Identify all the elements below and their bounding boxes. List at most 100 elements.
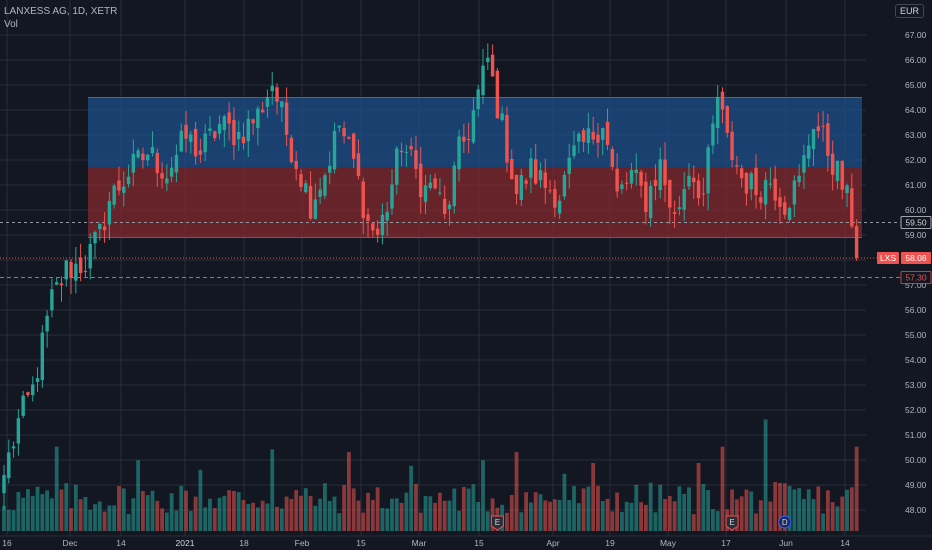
candle-body bbox=[830, 153, 835, 175]
candle-body bbox=[399, 150, 404, 153]
candles bbox=[2, 43, 859, 511]
volume-bar bbox=[639, 502, 643, 531]
volume-bar bbox=[476, 501, 481, 531]
volume-bar bbox=[88, 509, 93, 531]
x-tick-label: 14 bbox=[116, 538, 126, 548]
currency-button[interactable]: EUR bbox=[894, 4, 924, 18]
candle-body bbox=[529, 158, 533, 178]
volume-bar bbox=[682, 493, 687, 531]
volume-bar bbox=[78, 499, 83, 531]
candle-body bbox=[548, 190, 552, 192]
volume-bar bbox=[294, 490, 299, 531]
candle-body bbox=[625, 182, 629, 184]
volume-bar bbox=[466, 488, 471, 531]
volume-bar bbox=[529, 502, 533, 531]
last-price-label-text: 58.08 bbox=[905, 253, 927, 263]
candle-body bbox=[208, 128, 212, 131]
volume-bar bbox=[739, 496, 744, 531]
volume-bar bbox=[188, 510, 193, 531]
volume-bar bbox=[854, 446, 859, 531]
candle-body bbox=[141, 153, 145, 161]
x-tick-label: 15 bbox=[474, 538, 484, 548]
volume-bar bbox=[505, 512, 509, 531]
candle-body bbox=[701, 193, 706, 195]
candle-body bbox=[725, 106, 729, 133]
candle-body bbox=[294, 161, 298, 169]
candle-body bbox=[189, 134, 193, 142]
candle-body bbox=[59, 283, 64, 286]
volume-bar bbox=[136, 460, 141, 531]
volume-bar bbox=[318, 498, 323, 531]
volume-bar bbox=[653, 512, 658, 531]
candle-body bbox=[591, 131, 595, 140]
candle-body bbox=[88, 243, 92, 269]
volume-bar bbox=[308, 496, 313, 531]
candle-body bbox=[146, 154, 150, 161]
candle-body bbox=[64, 260, 68, 280]
candle-body bbox=[720, 91, 725, 110]
candle-body bbox=[11, 446, 16, 449]
candle-body bbox=[40, 332, 45, 381]
volume-bar bbox=[145, 495, 150, 531]
candle-body bbox=[7, 452, 11, 479]
candle-body bbox=[198, 150, 203, 155]
candle-body bbox=[50, 289, 54, 311]
volume-bar bbox=[792, 489, 797, 531]
volume-bar bbox=[313, 505, 318, 531]
candle-body bbox=[184, 124, 188, 139]
volume-bar bbox=[117, 486, 121, 531]
volume-bar bbox=[615, 492, 620, 531]
candle-body bbox=[165, 178, 169, 184]
candle-body bbox=[222, 116, 227, 131]
volume-bar bbox=[11, 510, 16, 531]
candle-body bbox=[347, 137, 351, 139]
candle-body bbox=[577, 133, 581, 142]
volume-bar bbox=[93, 504, 97, 531]
candle-body bbox=[486, 57, 490, 62]
candle-body bbox=[601, 127, 605, 140]
volume-bar bbox=[222, 495, 227, 531]
volume-bar bbox=[648, 482, 653, 531]
volume-bar bbox=[179, 485, 184, 531]
x-tick-label: 14 bbox=[840, 538, 850, 548]
volume-bar bbox=[763, 419, 768, 531]
candle-body bbox=[122, 186, 126, 193]
y-tick-label: 61.00 bbox=[905, 180, 927, 190]
volume-bar bbox=[835, 506, 840, 531]
volume-bar bbox=[538, 494, 543, 531]
candle-body bbox=[414, 150, 418, 169]
candle-body bbox=[131, 153, 136, 173]
candle-body bbox=[366, 214, 370, 221]
candle-body bbox=[481, 65, 485, 96]
volume-bar bbox=[184, 490, 188, 531]
candle-body bbox=[337, 125, 341, 128]
candle-body bbox=[409, 146, 413, 150]
y-tick-label: 66.00 bbox=[905, 55, 927, 65]
x-tick-label: 2021 bbox=[176, 538, 195, 548]
candle-body bbox=[668, 179, 672, 208]
volume-bar bbox=[821, 513, 825, 531]
volume-label: Vol bbox=[4, 19, 18, 30]
chart-legend: LANXESS AG, 1D, XETR Vol bbox=[4, 5, 117, 31]
candle-body bbox=[74, 263, 78, 281]
candle-body bbox=[390, 184, 394, 209]
volume-bar bbox=[208, 498, 212, 531]
price-label-59-50: 59.50 bbox=[900, 216, 932, 229]
candle-body bbox=[620, 184, 624, 189]
volume-bar bbox=[663, 499, 667, 531]
volume-bar bbox=[773, 482, 778, 531]
candle-body bbox=[160, 173, 164, 179]
candle-body bbox=[716, 96, 720, 129]
volume-bar bbox=[840, 496, 845, 531]
earnings-badge bbox=[725, 515, 739, 531]
candle-body bbox=[749, 173, 753, 190]
volume-bar bbox=[849, 487, 854, 531]
candle-body bbox=[754, 167, 758, 196]
volume-bar bbox=[437, 492, 442, 531]
candle-body bbox=[505, 115, 509, 163]
volume-bar bbox=[428, 496, 433, 531]
candle-body bbox=[150, 147, 155, 154]
volume-bar bbox=[600, 501, 605, 531]
volume-bar bbox=[40, 494, 45, 531]
